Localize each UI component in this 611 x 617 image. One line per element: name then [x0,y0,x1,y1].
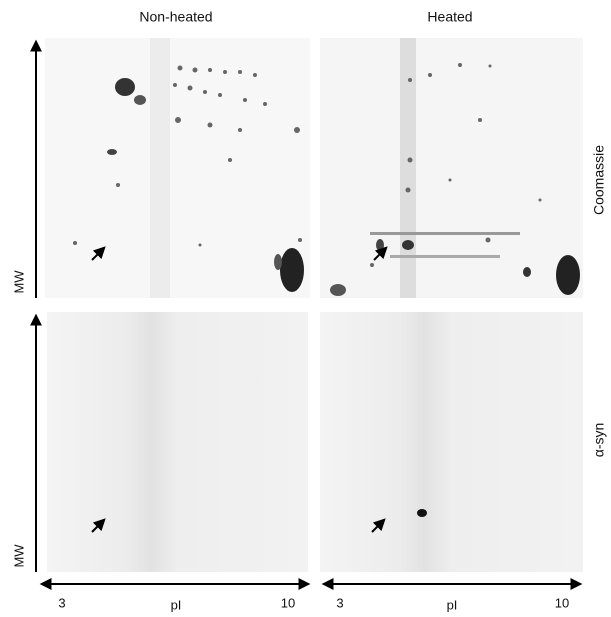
gel-background [320,38,583,298]
gel-top-left [45,38,310,298]
marker-arrow [373,246,388,261]
gel-spot [402,240,414,250]
gel-spot [376,239,384,251]
gel-spot [134,95,146,105]
gel-spot-row [73,65,302,247]
x-axis-max: 10 [281,595,295,610]
gel-spot [556,255,580,295]
x-axis-max: 10 [555,595,569,610]
gel-spot [107,149,117,155]
row-label: α-syn [591,423,607,458]
marker-arrow [371,518,386,533]
gel-spot [523,267,531,277]
column-title: Non-heated [139,9,212,25]
gel-spot [274,254,282,270]
x-axis-label: pI [447,597,458,612]
gel-background [320,312,583,572]
x-axis-label: pI [171,597,182,612]
gel-streak [400,38,416,298]
gel-background [47,312,308,572]
gel-background [45,38,310,298]
gel-spot-row [370,63,542,267]
gel-bottom-left [47,312,308,572]
marker-arrow [91,518,106,533]
gel-spot [417,509,427,517]
gel-bottom-right [320,312,583,572]
gel-streak [150,38,170,298]
y-axis-label: MW [11,544,26,568]
row-label: Coomassie [591,145,607,215]
y-axis-label: MW [11,270,26,294]
gel-band [370,232,520,235]
marker-arrow [91,246,106,261]
gel-spot [330,284,346,296]
column-title: Heated [427,9,472,25]
x-axis-min: 3 [336,595,343,610]
gel-band [390,255,500,258]
x-axis-min: 3 [58,595,65,610]
gel-spot [115,78,135,96]
gel-top-right [320,38,583,298]
gel-spot [280,248,304,292]
